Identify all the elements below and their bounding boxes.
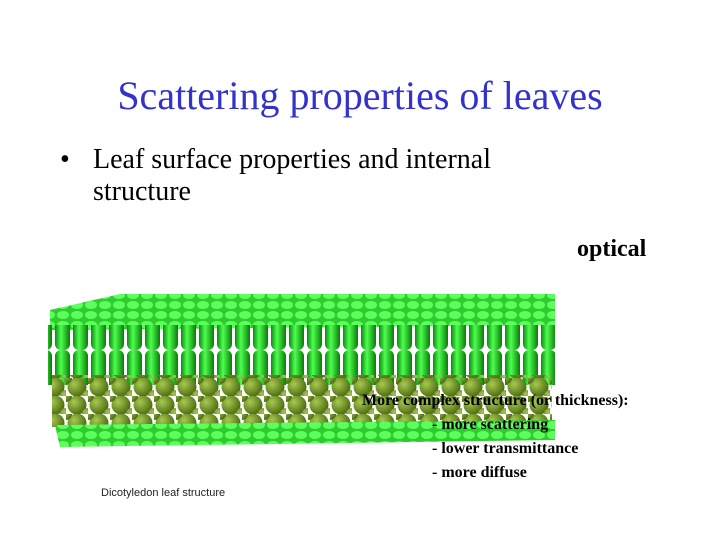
annotation-line: More complex structure (or thickness): bbox=[362, 392, 629, 409]
figure-caption: Dicotyledon leaf structure bbox=[101, 487, 226, 499]
bullet-dot: • bbox=[60, 144, 70, 175]
label: optical bbox=[577, 236, 647, 262]
spongy-layer bbox=[52, 375, 552, 427]
slide-title: Scattering properties of leaves bbox=[117, 73, 603, 118]
annotation-line: - lower transmittance bbox=[432, 440, 579, 457]
annotation-line: - more scattering bbox=[432, 416, 549, 433]
bullet-text: Leaf surface properties and internal str… bbox=[93, 144, 492, 207]
lower-epidermis bbox=[55, 420, 555, 447]
annotation-line: - more diffuse bbox=[432, 464, 527, 481]
upper-epidermis bbox=[50, 294, 555, 330]
bullet-item: • Leaf surface properties and internal st… bbox=[60, 144, 593, 208]
